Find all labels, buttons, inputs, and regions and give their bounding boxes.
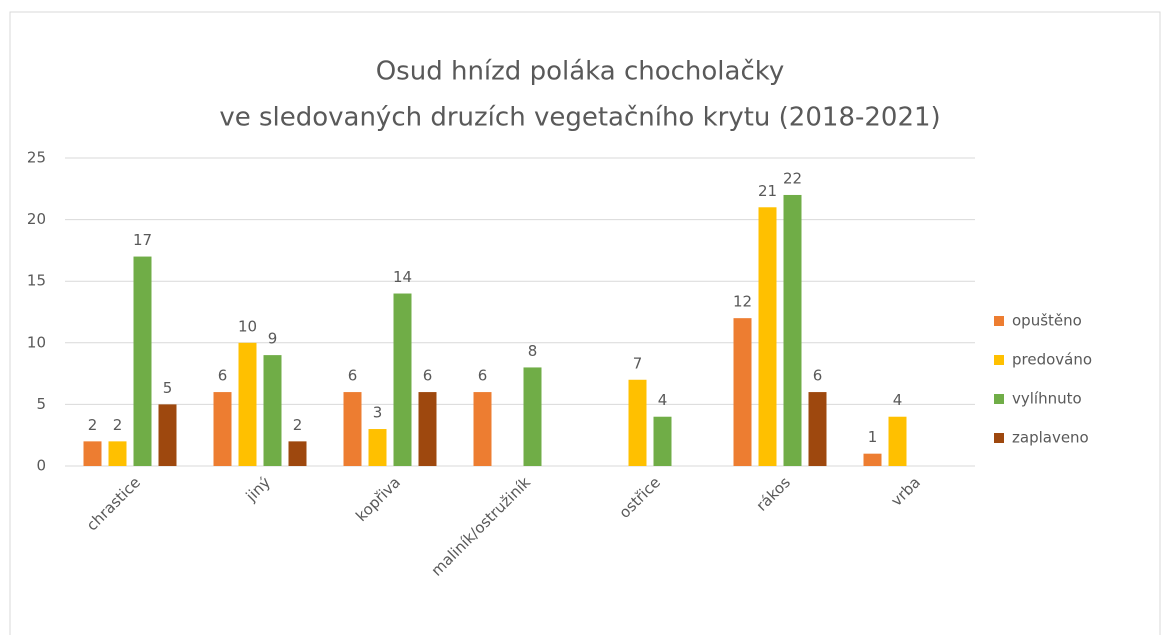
bar — [523, 367, 542, 466]
legend-label: vylíhnuto — [1012, 390, 1082, 408]
bar — [288, 441, 307, 466]
bar — [628, 379, 647, 466]
y-tick-label: 20 — [27, 210, 46, 228]
bar — [393, 293, 412, 466]
data-label: 7 — [633, 354, 643, 372]
data-label: 6 — [348, 367, 358, 385]
bar — [733, 318, 752, 466]
data-label: 6 — [478, 367, 488, 385]
data-label: 6 — [423, 367, 433, 385]
bar — [133, 256, 152, 466]
y-tick-label: 5 — [36, 395, 46, 413]
bar — [783, 194, 802, 466]
legend-label: zaplaveno — [1012, 429, 1089, 447]
y-tick-label: 25 — [27, 149, 46, 167]
bar — [808, 392, 827, 466]
bar — [213, 392, 232, 466]
bar — [758, 207, 777, 466]
bar — [83, 441, 102, 466]
bar — [418, 392, 437, 466]
legend-swatch — [994, 394, 1004, 404]
bar — [368, 429, 387, 466]
chart-title: Osud hnízd poláka chocholačky — [376, 57, 785, 87]
data-label: 5 — [163, 379, 173, 397]
data-label: 10 — [238, 317, 257, 335]
data-label: 3 — [373, 404, 383, 422]
legend-label: predováno — [1012, 351, 1092, 369]
y-tick-label: 10 — [27, 333, 46, 351]
data-label: 4 — [658, 391, 668, 409]
chart-title: ve sledovaných druzích vegetačního krytu… — [219, 103, 940, 133]
bar — [158, 404, 177, 466]
data-label: 6 — [218, 367, 228, 385]
bar — [238, 342, 257, 466]
data-label: 2 — [293, 416, 303, 434]
data-label: 21 — [758, 182, 777, 200]
y-tick-label: 15 — [27, 272, 46, 290]
bar — [863, 453, 882, 466]
legend-swatch — [994, 355, 1004, 365]
bar — [653, 416, 672, 466]
data-label: 14 — [393, 268, 412, 286]
legend-swatch — [994, 433, 1004, 443]
data-label: 22 — [783, 169, 802, 187]
data-label: 17 — [133, 231, 152, 249]
bar — [343, 392, 362, 466]
data-label: 12 — [733, 293, 752, 311]
data-label: 1 — [868, 428, 878, 446]
data-label: 2 — [113, 416, 123, 434]
bar — [473, 392, 492, 466]
data-label: 8 — [528, 342, 538, 360]
data-label: 2 — [88, 416, 98, 434]
y-tick-label: 0 — [36, 457, 46, 475]
bar — [263, 355, 282, 466]
data-label: 9 — [268, 330, 278, 348]
bar — [888, 416, 907, 466]
chart-border — [9, 11, 1161, 635]
legend-swatch — [994, 316, 1004, 326]
data-label: 4 — [893, 391, 903, 409]
legend-label: opuštěno — [1012, 312, 1082, 330]
data-label: 6 — [813, 367, 823, 385]
bar — [108, 441, 127, 466]
